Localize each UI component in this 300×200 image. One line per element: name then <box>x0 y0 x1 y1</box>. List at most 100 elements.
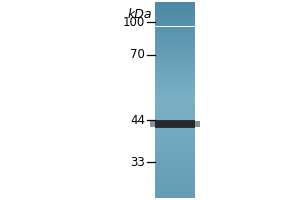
Bar <box>155 111 195 112</box>
Bar <box>155 26 195 27</box>
Bar <box>155 37 195 38</box>
Bar <box>155 9 195 10</box>
Bar <box>155 161 195 162</box>
Bar <box>155 173 195 174</box>
Bar <box>155 49 195 50</box>
Bar <box>155 127 195 128</box>
Bar <box>155 180 195 181</box>
Bar <box>155 179 195 180</box>
Bar <box>155 197 195 198</box>
Text: 100: 100 <box>123 16 145 28</box>
Bar <box>155 98 195 99</box>
Bar <box>155 96 195 97</box>
Bar <box>155 162 195 163</box>
Bar <box>155 142 195 143</box>
Bar <box>155 194 195 195</box>
Bar <box>155 32 195 33</box>
Text: 70: 70 <box>130 48 145 62</box>
Bar <box>155 117 195 118</box>
Bar <box>155 139 195 140</box>
Bar <box>155 60 195 61</box>
Bar <box>155 85 195 86</box>
Bar <box>155 192 195 193</box>
Bar <box>155 62 195 63</box>
Bar <box>155 189 195 190</box>
Bar <box>155 190 195 191</box>
Bar <box>155 22 195 23</box>
Bar <box>155 68 195 69</box>
Bar <box>155 50 195 51</box>
Bar <box>155 141 195 142</box>
Bar <box>155 25 195 26</box>
Bar <box>155 6 195 7</box>
Bar <box>155 163 195 164</box>
Bar <box>155 167 195 168</box>
Text: kDa: kDa <box>128 8 152 21</box>
Bar <box>155 115 195 116</box>
Bar <box>155 147 195 148</box>
Bar <box>155 131 195 132</box>
Bar <box>155 95 195 96</box>
Bar <box>155 78 195 79</box>
Bar <box>155 86 195 87</box>
Bar <box>155 81 195 82</box>
Bar <box>155 29 195 30</box>
Bar <box>155 130 195 131</box>
Bar <box>155 140 195 141</box>
Bar <box>155 101 195 102</box>
Bar <box>155 72 195 73</box>
Bar <box>155 47 195 48</box>
Bar <box>155 20 195 21</box>
Bar <box>155 174 195 175</box>
Bar <box>155 195 195 196</box>
Bar <box>155 82 195 83</box>
Text: 44: 44 <box>130 114 145 127</box>
Bar <box>155 43 195 44</box>
Bar <box>155 154 195 155</box>
Bar <box>155 183 195 184</box>
Bar <box>155 44 195 45</box>
Bar <box>155 196 195 197</box>
Bar <box>155 42 195 43</box>
Bar <box>155 145 195 146</box>
Bar <box>155 45 195 46</box>
Bar <box>155 187 195 188</box>
Bar <box>155 133 195 134</box>
Bar <box>155 36 195 37</box>
Bar <box>155 122 195 123</box>
Bar <box>155 113 195 114</box>
Bar <box>155 166 195 167</box>
Bar <box>155 71 195 72</box>
Bar <box>155 124 195 125</box>
Bar <box>155 18 195 19</box>
Bar <box>155 89 195 90</box>
Bar <box>155 59 195 60</box>
Bar <box>155 137 195 138</box>
Bar <box>155 112 195 113</box>
Bar <box>155 182 195 183</box>
Bar <box>155 120 195 128</box>
Bar <box>155 160 195 161</box>
Bar <box>155 34 195 35</box>
Bar <box>155 152 195 153</box>
Bar <box>155 119 195 120</box>
Bar <box>155 87 195 88</box>
Bar <box>155 52 195 53</box>
Bar <box>155 123 195 124</box>
Bar <box>155 169 195 170</box>
Bar <box>155 114 195 115</box>
Bar <box>155 35 195 36</box>
Bar <box>155 175 195 176</box>
Bar <box>155 19 195 20</box>
Bar <box>155 103 195 104</box>
Bar <box>155 128 195 129</box>
Bar <box>155 24 195 25</box>
Bar <box>155 2 195 3</box>
Bar <box>155 150 195 151</box>
Bar <box>155 99 195 100</box>
Bar <box>155 109 195 110</box>
Bar <box>155 172 195 173</box>
Bar <box>155 171 195 172</box>
Bar <box>155 23 195 24</box>
Bar <box>155 170 195 171</box>
